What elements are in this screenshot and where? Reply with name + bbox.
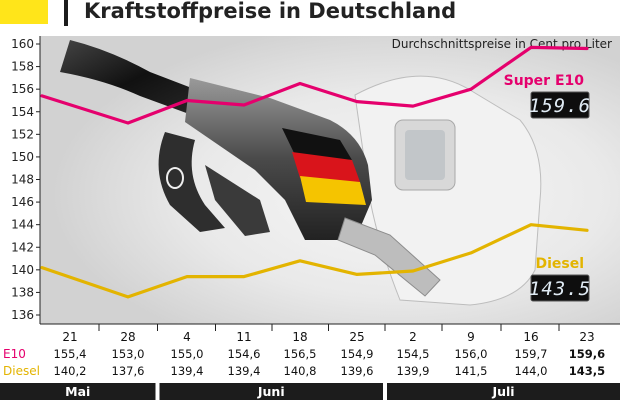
point-e10-9 bbox=[585, 47, 589, 50]
chart-title: Kraftstoffpreise in Deutschland bbox=[84, 0, 456, 23]
data-label-e10-1: 153,0 bbox=[112, 347, 145, 361]
y-tick-label-148: 148 bbox=[11, 173, 34, 187]
data-label-e10-5: 154,9 bbox=[341, 347, 374, 361]
data-label-e10-7: 156,0 bbox=[455, 347, 488, 361]
lcd-display-e10: 159.6 bbox=[529, 91, 591, 119]
data-table: 21 155,4 140,2 28 153,0 137,6 4 155,0 139,4 11 154… bbox=[54, 324, 605, 378]
month-bar-juli bbox=[387, 383, 620, 400]
point-diesel-9 bbox=[585, 229, 589, 232]
point-diesel-3 bbox=[242, 275, 246, 278]
month-label-juli: Juli bbox=[491, 384, 514, 399]
y-tick-label-152: 152 bbox=[11, 127, 34, 141]
y-tick-label-154: 154 bbox=[11, 105, 34, 119]
month-bars: Mai Juni Juli bbox=[0, 383, 620, 400]
data-label-diesel-0: 140,2 bbox=[54, 364, 87, 378]
data-label-diesel-4: 140,8 bbox=[284, 364, 317, 378]
point-diesel-4 bbox=[298, 259, 302, 262]
series-line-e10 bbox=[40, 45, 589, 125]
x-tick-label-11: 11 bbox=[236, 330, 251, 344]
data-label-diesel-8: 144,0 bbox=[515, 364, 548, 378]
data-label-e10-8: 159,7 bbox=[515, 347, 548, 361]
row-label-e10: E10 bbox=[3, 347, 26, 361]
header-strip bbox=[0, 0, 620, 30]
point-diesel-1 bbox=[126, 295, 130, 299]
point-e10-1 bbox=[126, 121, 130, 125]
fuel-pump-nozzle-photo bbox=[40, 36, 620, 324]
data-label-diesel-7: 141,5 bbox=[455, 364, 488, 378]
point-diesel-5 bbox=[355, 273, 359, 276]
point-e10-0 bbox=[40, 94, 44, 98]
x-tick-label-18: 18 bbox=[292, 330, 307, 344]
y-tick-label-144: 144 bbox=[11, 218, 34, 232]
data-label-diesel-6: 139,9 bbox=[397, 364, 430, 378]
data-label-e10-9: 159,6 bbox=[569, 347, 605, 361]
series-line-diesel bbox=[40, 223, 589, 299]
x-tick-label-21: 21 bbox=[62, 330, 77, 344]
month-bar-juni bbox=[159, 383, 383, 400]
point-e10-6 bbox=[411, 104, 415, 108]
row-label-diesel: Diesel bbox=[3, 364, 40, 378]
lcd-frame-e10 bbox=[530, 91, 590, 119]
x-tick-label-25: 25 bbox=[349, 330, 364, 344]
point-diesel-2 bbox=[185, 275, 189, 278]
y-tick-label-140: 140 bbox=[11, 263, 34, 277]
point-e10-8 bbox=[529, 46, 533, 49]
lcd-value-e10: 159.6 bbox=[529, 95, 591, 117]
point-diesel-0 bbox=[40, 266, 44, 269]
lcd-display-diesel: 143.5 bbox=[529, 274, 591, 302]
y-tick-label-150: 150 bbox=[11, 150, 34, 164]
x-tick-label-23: 23 bbox=[579, 330, 594, 344]
series-label-e10: Super E10 bbox=[504, 73, 585, 89]
point-diesel-6 bbox=[411, 269, 415, 273]
point-e10-7 bbox=[469, 88, 473, 91]
data-label-diesel-3: 139,4 bbox=[228, 364, 261, 378]
point-e10-5 bbox=[355, 100, 359, 103]
y-tick-label-142: 142 bbox=[11, 240, 34, 254]
point-e10-4 bbox=[298, 82, 302, 85]
month-bar-mai bbox=[0, 383, 156, 400]
data-label-diesel-1: 137,6 bbox=[112, 364, 145, 378]
point-e10-2 bbox=[185, 99, 189, 102]
month-label-mai: Mai bbox=[65, 384, 90, 399]
point-diesel-8 bbox=[529, 223, 533, 226]
x-tick-label-2: 2 bbox=[409, 330, 417, 344]
y-tick-label-156: 156 bbox=[11, 82, 34, 96]
data-label-diesel-2: 139,4 bbox=[171, 364, 204, 378]
point-diesel-7 bbox=[469, 251, 473, 255]
data-label-diesel-9: 143,5 bbox=[569, 364, 605, 378]
lcd-frame-diesel bbox=[530, 274, 590, 302]
y-tick-label-136: 136 bbox=[11, 308, 34, 322]
x-tick-label-28: 28 bbox=[120, 330, 135, 344]
header-divider bbox=[64, 0, 68, 26]
x-tick-label-16: 16 bbox=[523, 330, 538, 344]
y-tick-label-138: 138 bbox=[11, 285, 34, 299]
data-label-e10-0: 155,4 bbox=[54, 347, 87, 361]
y-tick-label-160: 160 bbox=[11, 37, 34, 51]
accent-block bbox=[0, 0, 48, 24]
data-label-e10-2: 155,0 bbox=[171, 347, 204, 361]
point-e10-3 bbox=[242, 103, 246, 107]
x-tick-label-9: 9 bbox=[467, 330, 475, 344]
data-label-e10-4: 156,5 bbox=[284, 347, 317, 361]
y-axis-ticks: 136 138 140 142 144 146 148 150 152 154 156 158 160 bbox=[11, 37, 40, 322]
y-tick-label-146: 146 bbox=[11, 195, 34, 209]
lcd-value-diesel: 143.5 bbox=[529, 278, 591, 300]
data-label-diesel-5: 139,6 bbox=[341, 364, 374, 378]
series-label-diesel: Diesel bbox=[535, 256, 584, 272]
x-tick-label-4: 4 bbox=[183, 330, 191, 344]
month-label-juni: Juni bbox=[257, 384, 285, 399]
data-label-e10-3: 154,6 bbox=[228, 347, 261, 361]
series-lines bbox=[40, 45, 589, 299]
y-tick-label-158: 158 bbox=[11, 60, 34, 74]
data-label-e10-6: 154,5 bbox=[397, 347, 430, 361]
